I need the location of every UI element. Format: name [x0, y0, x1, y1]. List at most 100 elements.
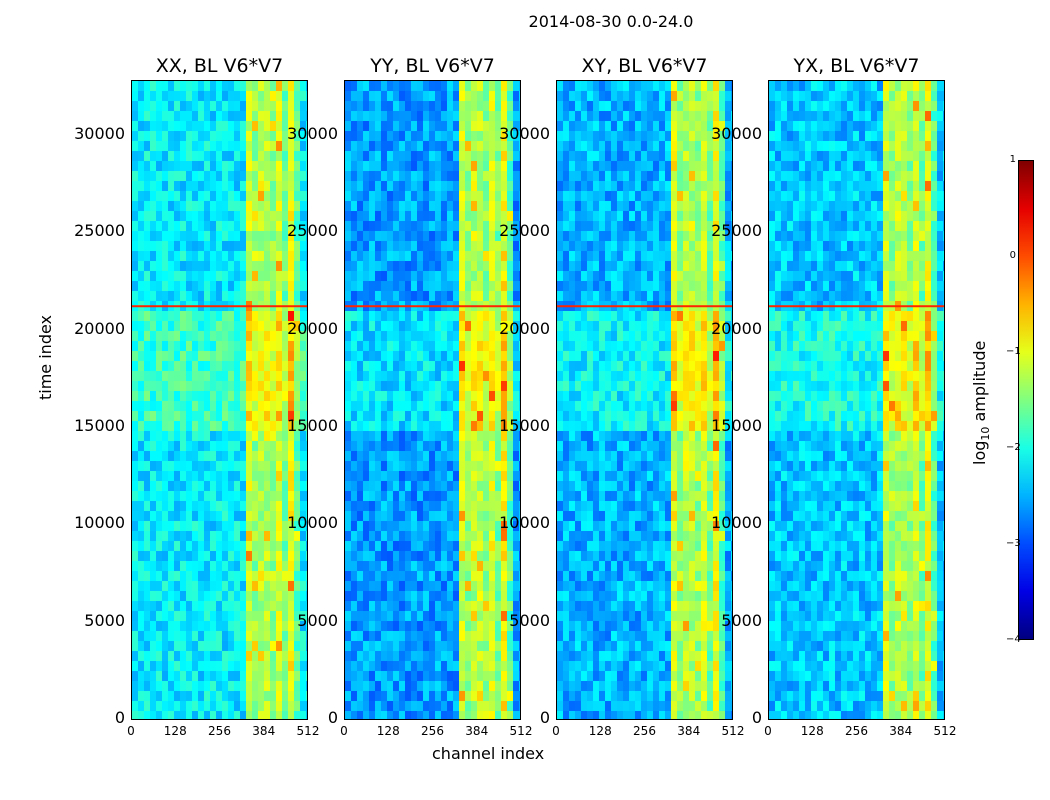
heatmap-cell — [713, 131, 720, 142]
heatmap-cell — [635, 121, 642, 132]
heatmap-cell — [198, 501, 205, 512]
heatmap-cell — [168, 121, 175, 132]
heatmap-cell — [300, 121, 307, 132]
heatmap-cell — [246, 551, 253, 562]
heatmap-cell — [459, 161, 466, 172]
heatmap-cell — [387, 641, 394, 652]
heatmap-cell — [240, 311, 247, 322]
heatmap-cell — [653, 221, 660, 232]
heatmap-cell — [264, 671, 271, 682]
heatmap-cell — [495, 691, 502, 702]
heatmap-cell — [429, 671, 436, 682]
heatmap-cell — [393, 471, 400, 482]
heatmap-cell — [423, 431, 430, 442]
heatmap-cell — [144, 601, 151, 612]
heatmap-cell — [617, 181, 624, 192]
heatmap-cell — [725, 111, 732, 122]
heatmap-cell — [345, 191, 352, 202]
heatmap-cell — [447, 621, 454, 632]
heatmap-cell — [501, 521, 508, 532]
heatmap-cell — [162, 321, 169, 332]
heatmap-cell — [222, 661, 229, 672]
heatmap-cell — [357, 241, 364, 252]
heatmap-cell — [581, 291, 588, 302]
heatmap-cell — [174, 711, 181, 719]
heatmap-cell — [647, 391, 654, 402]
heatmap-cell — [162, 81, 169, 92]
heatmap-cell — [719, 91, 726, 102]
heatmap-cell — [495, 681, 502, 692]
heatmap-cell — [387, 611, 394, 622]
heatmap-cell — [264, 241, 271, 252]
heatmap-cell — [465, 631, 472, 642]
heatmap-cell — [264, 691, 271, 702]
heatmap-cell — [300, 561, 307, 572]
heatmap-cell — [180, 181, 187, 192]
heatmap-cell — [641, 351, 648, 362]
heatmap-cell — [138, 581, 145, 592]
heatmap-cell — [252, 541, 259, 552]
heatmap-cell — [471, 331, 478, 342]
heatmap-cell — [186, 181, 193, 192]
heatmap-cell — [495, 501, 502, 512]
heatmap-cell — [581, 181, 588, 192]
heatmap-cell — [629, 401, 636, 412]
heatmap-cell — [471, 641, 478, 652]
heatmap-cell — [363, 351, 370, 362]
heatmap-cell — [677, 131, 684, 142]
heatmap-cell — [435, 461, 442, 472]
heatmap-cell — [653, 151, 660, 162]
heatmap-cell — [138, 691, 145, 702]
heatmap-cell — [399, 691, 406, 702]
heatmap-cell — [300, 241, 307, 252]
heatmap-cell — [276, 311, 283, 322]
heatmap-cell — [617, 131, 624, 142]
heatmap-cell — [623, 401, 630, 412]
heatmap-cell — [264, 451, 271, 462]
heatmap-cell — [411, 371, 418, 382]
heatmap-cell — [411, 431, 418, 442]
heatmap-cell — [707, 81, 714, 92]
heatmap-cell — [381, 401, 388, 412]
heatmap-cell — [599, 211, 606, 222]
heatmap-cell — [222, 391, 229, 402]
heatmap-cell — [447, 461, 454, 472]
heatmap-cell — [234, 261, 241, 272]
heatmap-cell — [701, 261, 708, 272]
heatmap-cell — [465, 501, 472, 512]
heatmap-cell — [345, 651, 352, 662]
heatmap-cell — [513, 391, 520, 402]
heatmap-cell — [288, 381, 295, 392]
heatmap-cell — [198, 141, 205, 152]
heatmap-cell — [399, 371, 406, 382]
heatmap-cell — [513, 201, 520, 212]
heatmap-cell — [294, 681, 301, 692]
heatmap-cell — [270, 101, 277, 112]
heatmap-cell — [234, 291, 241, 302]
heatmap-cell — [210, 371, 217, 382]
heatmap-cell — [665, 201, 672, 212]
heatmap-cell — [144, 641, 151, 652]
heatmap-cell — [405, 541, 412, 552]
heatmap-cell — [507, 451, 514, 462]
heatmap-cell — [641, 241, 648, 252]
heatmap-cell — [357, 561, 364, 572]
heatmap-cell — [381, 101, 388, 112]
heatmap-cell — [489, 661, 496, 672]
heatmap-cell — [357, 141, 364, 152]
heatmap-cell — [417, 81, 424, 92]
heatmap-cell — [411, 471, 418, 482]
heatmap-cell — [507, 201, 514, 212]
heatmap-cell — [369, 311, 376, 322]
heatmap-cell — [282, 621, 289, 632]
heatmap-cell — [162, 271, 169, 282]
heatmap-cell — [477, 311, 484, 322]
heatmap-cell — [345, 691, 352, 702]
heatmap-cell — [695, 211, 702, 222]
heatmap-cell — [387, 471, 394, 482]
heatmap-cell — [441, 391, 448, 402]
heatmap-cell — [495, 231, 502, 242]
heatmap-cell — [575, 281, 582, 292]
heatmap-cell — [641, 221, 648, 232]
heatmap-cell — [417, 311, 424, 322]
